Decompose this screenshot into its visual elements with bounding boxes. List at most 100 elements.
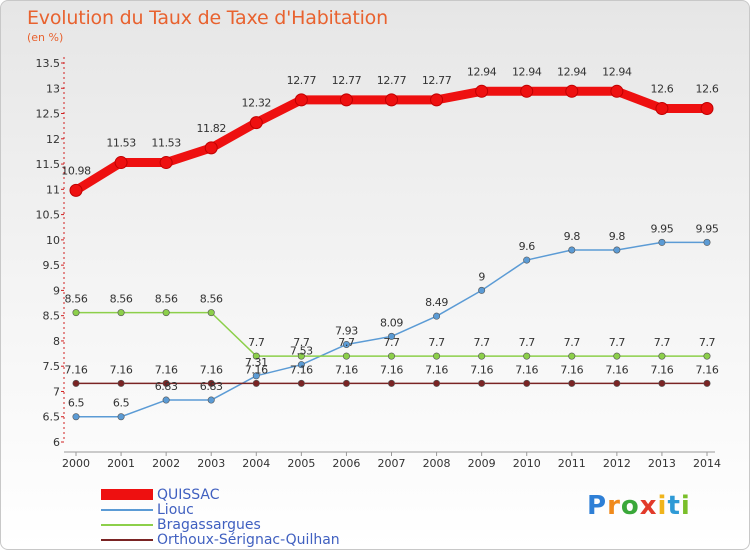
- chart-title: Evolution du Taux de Taxe d'Habitation: [27, 7, 388, 29]
- data-label: 9.95: [650, 222, 673, 235]
- data-point: [568, 379, 576, 387]
- x-tick-label: 2010: [513, 457, 541, 470]
- x-tick-label: 2009: [468, 457, 496, 470]
- data-label: 9.8: [609, 230, 626, 243]
- data-label: 12.94: [512, 65, 542, 78]
- data-label: 7.16: [650, 363, 673, 376]
- data-point: [162, 379, 170, 387]
- data-label: 7.16: [515, 363, 538, 376]
- x-tick-label: 2011: [558, 457, 586, 470]
- legend-item: Orthoux-Sérignac-Quilhan: [101, 532, 340, 548]
- data-point: [478, 286, 486, 294]
- data-point: [430, 93, 444, 107]
- data-label: 12.94: [557, 65, 587, 78]
- y-tick-label: 8: [53, 335, 60, 348]
- data-point: [72, 413, 80, 421]
- data-label: 8.49: [425, 296, 448, 309]
- data-labels-layer: 6.5 6.5 6.83 6.83 7.31 7.53 7.93 8.09 8.49 9 9.6 9.…: [61, 65, 719, 409]
- legend-swatch: [101, 508, 153, 511]
- data-point: [297, 379, 305, 387]
- data-label: 10.98: [61, 164, 91, 177]
- data-label: 12.77: [332, 74, 362, 87]
- logo-letter: P: [587, 491, 608, 521]
- data-point: [159, 156, 173, 170]
- data-point: [297, 361, 305, 369]
- data-point: [387, 379, 395, 387]
- data-label: 7.16: [470, 363, 493, 376]
- data-label: 9.8: [564, 230, 581, 243]
- data-point: [655, 101, 669, 115]
- y-tick-label: 6.5: [43, 411, 61, 424]
- data-point: [69, 183, 83, 197]
- data-label: 7.16: [380, 363, 403, 376]
- legend-item: QUISSAC: [101, 486, 220, 503]
- data-point: [249, 116, 263, 130]
- data-label: 6.5: [113, 397, 130, 410]
- data-label: 12.6: [696, 82, 719, 95]
- data-point: [72, 309, 80, 317]
- data-point: [114, 156, 128, 170]
- data-label: 7.16: [65, 363, 88, 376]
- x-tick-label: 2004: [242, 457, 270, 470]
- proxiti-logo: Proxiti: [587, 491, 691, 521]
- data-label: 7.16: [245, 363, 268, 376]
- chart-subtitle: (en %): [27, 31, 64, 44]
- data-point: [204, 141, 218, 155]
- data-label: 7.7: [338, 336, 355, 349]
- legend-item: Bragassargues: [101, 516, 261, 533]
- data-point: [385, 93, 398, 107]
- logo-letter: x: [639, 491, 658, 521]
- data-label: 7.16: [560, 363, 583, 376]
- data-point: [387, 332, 395, 340]
- series-bragassargues: [72, 309, 711, 360]
- legend-label: Bragassargues: [157, 516, 261, 533]
- y-tick-label: 7: [53, 385, 60, 398]
- data-point: [433, 312, 441, 320]
- x-tick-label: 2005: [287, 457, 315, 470]
- x-tick-label: 2013: [648, 457, 676, 470]
- data-point: [207, 379, 215, 387]
- data-point: [72, 379, 80, 387]
- data-point: [613, 379, 621, 387]
- data-label: 7.7: [473, 336, 490, 349]
- data-label: 9: [478, 270, 485, 283]
- data-label: 7.31: [245, 356, 268, 369]
- data-point: [610, 84, 624, 98]
- legend-swatch: [101, 538, 153, 541]
- data-label: 7.7: [428, 336, 445, 349]
- data-point: [613, 246, 621, 254]
- data-label: 6.83: [200, 380, 223, 393]
- data-point: [565, 84, 579, 98]
- data-label: 7.93: [335, 324, 358, 337]
- series-quissac: [69, 84, 714, 197]
- x-tick-label: 2001: [107, 457, 135, 470]
- data-label: 7.7: [248, 336, 265, 349]
- data-label: 12.6: [650, 82, 673, 95]
- data-point: [252, 372, 260, 380]
- data-point: [703, 238, 711, 246]
- series-liouc: [72, 238, 711, 421]
- data-label: 7.16: [200, 363, 223, 376]
- y-tick-label: 8.5: [43, 310, 61, 323]
- series-orthoux-s-rignac-quilhan: [72, 379, 711, 387]
- data-label: 9.6: [519, 240, 536, 253]
- y-tick-label: 13: [46, 82, 60, 95]
- y-tick-label: 12.5: [36, 108, 61, 121]
- series-layer: [69, 84, 714, 421]
- legend-swatch: [101, 489, 153, 500]
- data-point: [387, 352, 395, 360]
- data-label: 7.7: [383, 336, 400, 349]
- data-point: [297, 352, 305, 360]
- x-tick-label: 2006: [332, 457, 360, 470]
- data-label: 7.7: [519, 336, 536, 349]
- x-tick-label: 2003: [197, 457, 225, 470]
- legend-label: QUISSAC: [157, 486, 220, 503]
- data-label: 12.32: [242, 97, 272, 110]
- x-tick-label: 2012: [603, 457, 631, 470]
- y-tick-label: 7.5: [43, 360, 61, 373]
- data-point: [342, 352, 350, 360]
- logo-letter: r: [607, 491, 621, 521]
- data-point: [339, 93, 353, 107]
- data-point: [568, 352, 576, 360]
